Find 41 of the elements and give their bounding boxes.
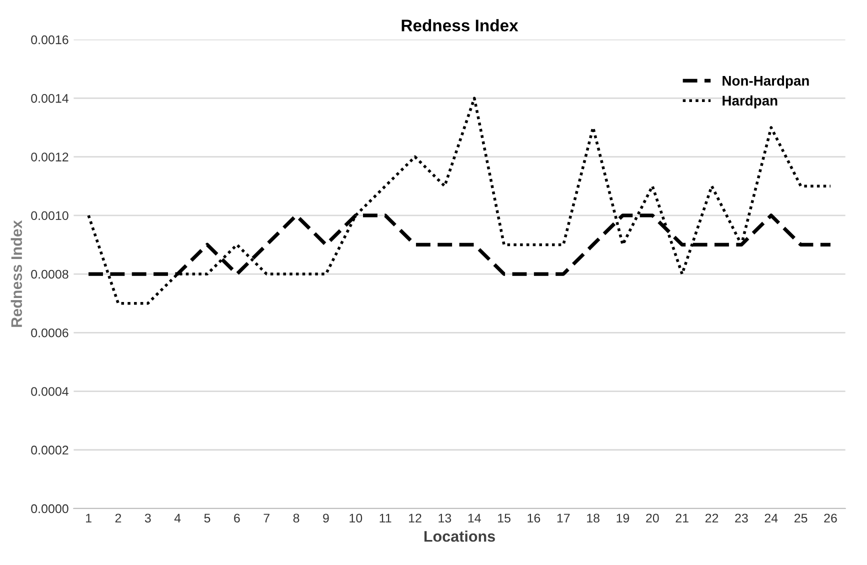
x-tick-label: 22 [705,514,718,522]
line-series [87,96,832,305]
y-axis-title: Redness Index [10,220,22,327]
x-tick-label: 26 [824,514,837,523]
legend-label: Hardpan [722,95,778,108]
x-tick-label: 3 [144,514,151,523]
x-tick-label: 9 [323,514,329,523]
x-tick-label: 15 [498,514,510,523]
x-tick-label: 7 [264,514,270,522]
x-tick-label: 13 [438,514,452,523]
y-tick-label: 0.0008 [31,270,68,279]
y-tick-label: 0.0006 [31,328,68,338]
x-tick-label: 10 [350,514,362,523]
x-tick-label: 2 [115,514,122,522]
x-tick-label: 8 [293,514,300,523]
x-tick-label: 5 [204,514,210,523]
x-tick-label: 20 [646,514,659,523]
x-tick-label: 25 [794,514,808,523]
y-tick-label: 0.0004 [31,387,68,396]
x-tick-label: 23 [735,514,748,523]
y-tick-label: 0.0002 [31,446,68,455]
x-tick-label: 21 [676,514,688,522]
chart-title: Redness Index [402,19,518,32]
x-tick-label: 14 [468,514,481,522]
x-axis-title: Locations [424,530,495,542]
x-tick-label: 11 [380,514,392,522]
x-tick-label: 24 [764,514,778,522]
x-tick-label: 17 [557,514,570,522]
y-tick-label: 0.0000 [31,504,68,514]
x-tick-label: 16 [528,514,540,523]
x-tick-label: 4 [174,514,181,522]
x-tick-label: 19 [616,514,630,523]
x-tick-label: 12 [408,514,422,522]
x-tick-label: 1 [86,514,92,522]
x-tick-label: 6 [234,514,240,523]
y-tick-label: 0.0012 [31,152,68,162]
y-tick-label: 0.0016 [31,35,68,44]
x-tick-label: 18 [587,514,600,523]
y-tick-label: 0.0010 [31,211,68,220]
y-tick-label: 0.0014 [31,94,68,103]
legend-label: Non-Hardpan [722,76,809,88]
